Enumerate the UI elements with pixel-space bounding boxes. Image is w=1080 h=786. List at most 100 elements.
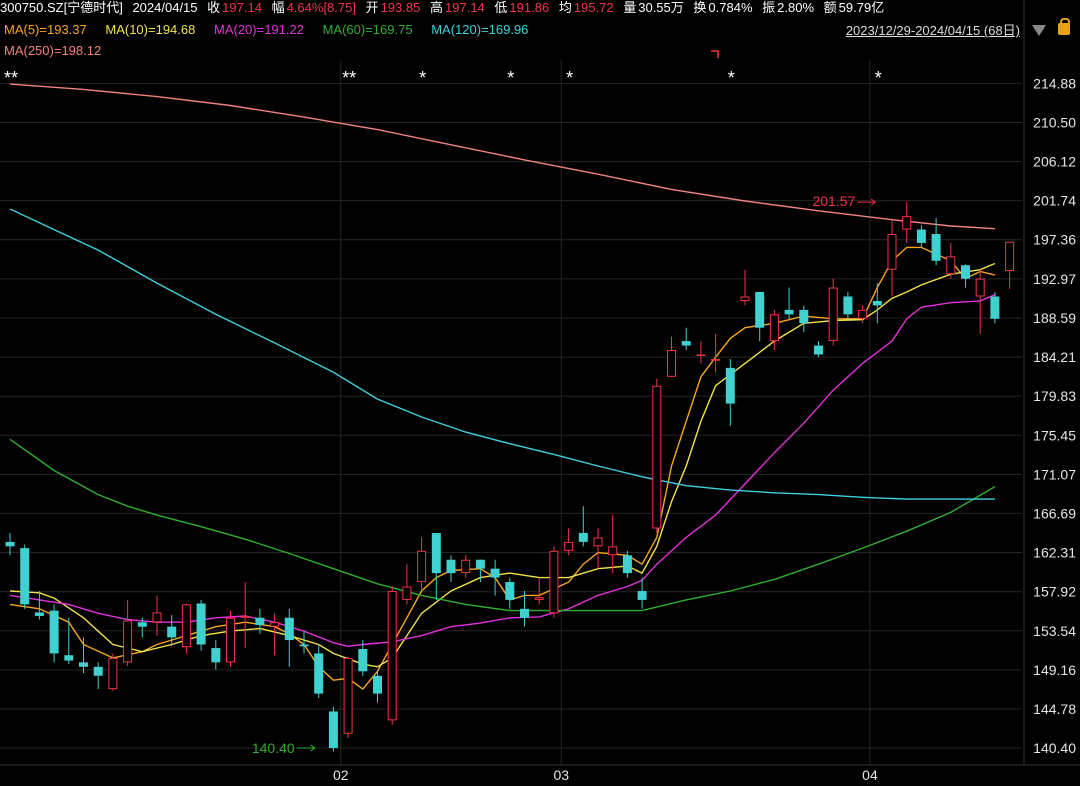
candle[interactable]	[373, 671, 382, 703]
candle[interactable]	[211, 640, 221, 670]
candle[interactable]	[799, 305, 809, 333]
star-marker: *	[507, 68, 514, 88]
candle[interactable]	[946, 242, 956, 279]
candlesticks[interactable]	[5, 201, 1015, 752]
candle[interactable]	[990, 292, 1000, 324]
x-axis: 02 03 04	[333, 767, 878, 783]
candle[interactable]	[578, 506, 588, 547]
candle[interactable]	[887, 220, 897, 297]
candle[interactable]	[167, 615, 177, 647]
candle[interactable]	[593, 528, 603, 569]
candle[interactable]	[725, 358, 735, 426]
candle[interactable]	[828, 278, 838, 346]
candle[interactable]	[137, 617, 147, 638]
candle[interactable]	[681, 327, 691, 351]
candle[interactable]	[740, 269, 750, 306]
candle[interactable]	[872, 283, 882, 324]
ma250-legend[interactable]: MA(250)=198.12	[4, 43, 102, 58]
candle[interactable]	[387, 586, 397, 725]
lock-icon[interactable]	[1058, 18, 1070, 35]
ma120-legend[interactable]: MA(120)=169.96	[431, 22, 529, 37]
candle[interactable]	[505, 577, 515, 609]
candle[interactable]	[784, 287, 794, 319]
y-tick-label: 140.40	[1033, 740, 1076, 756]
candle[interactable]	[284, 608, 294, 667]
candle[interactable]	[255, 608, 265, 634]
candle[interactable]	[152, 595, 162, 636]
candle[interactable]	[564, 528, 574, 556]
candle-body	[255, 617, 265, 625]
candle[interactable]	[358, 640, 368, 676]
candle[interactable]	[916, 225, 926, 248]
candle[interactable]	[652, 378, 662, 533]
candle[interactable]	[240, 582, 250, 649]
ma20-legend[interactable]: MA(20)=191.22	[213, 22, 304, 37]
candle[interactable]	[769, 309, 779, 351]
candle[interactable]	[196, 599, 206, 651]
candle[interactable]	[270, 613, 280, 656]
ma60-legend[interactable]: MA(60)=169.75	[322, 22, 413, 37]
candle[interactable]	[858, 305, 868, 324]
candle[interactable]	[843, 292, 853, 319]
candle[interactable]	[814, 341, 823, 358]
triangle-down-icon[interactable]	[1032, 25, 1046, 36]
candle-body	[49, 610, 59, 654]
candle[interactable]	[49, 604, 59, 663]
candle[interactable]	[402, 564, 412, 605]
candle-body	[402, 586, 412, 600]
candle[interactable]	[123, 599, 133, 666]
candle[interactable]	[755, 292, 765, 342]
candle[interactable]	[520, 590, 529, 627]
candle[interactable]	[181, 603, 191, 654]
candle-body	[461, 559, 471, 574]
candle-body	[637, 590, 647, 600]
star-marker: *	[875, 68, 882, 88]
candle-body	[211, 648, 221, 663]
candle[interactable]	[961, 264, 970, 288]
candle-body	[858, 309, 868, 319]
candle[interactable]	[417, 537, 427, 591]
candle[interactable]	[64, 617, 74, 665]
candle[interactable]	[549, 546, 559, 618]
candle[interactable]	[931, 217, 941, 266]
candle[interactable]	[34, 590, 44, 620]
candle[interactable]	[608, 515, 618, 574]
candle[interactable]	[431, 532, 441, 600]
candle-body	[167, 626, 177, 638]
y-tick-label: 171.07	[1033, 466, 1076, 482]
date-range-selector[interactable]: 2023/12/29-2024/04/15 (68日)	[845, 23, 1020, 38]
candle[interactable]	[696, 341, 706, 364]
candle[interactable]	[711, 333, 721, 373]
candle[interactable]	[534, 577, 544, 605]
candle[interactable]	[5, 532, 15, 556]
candle[interactable]	[490, 559, 500, 596]
candle[interactable]	[667, 336, 676, 377]
candle[interactable]	[93, 662, 103, 690]
candle[interactable]	[1005, 241, 1015, 289]
candle[interactable]	[975, 269, 985, 334]
candle[interactable]	[637, 577, 647, 609]
candle[interactable]	[343, 657, 353, 739]
symbol-name[interactable]: 300750.SZ[宁德时代]	[0, 0, 123, 15]
candle[interactable]	[475, 559, 485, 583]
candle[interactable]	[902, 201, 912, 243]
candle[interactable]	[299, 631, 309, 654]
candle-body	[137, 622, 147, 627]
candle[interactable]	[314, 644, 324, 699]
candle[interactable]	[108, 653, 118, 691]
candle[interactable]	[446, 555, 456, 583]
candle-body	[564, 541, 574, 551]
candle[interactable]	[226, 610, 235, 667]
avg-label: 均	[558, 0, 572, 15]
low-price-label: 140.40	[252, 740, 295, 756]
candle[interactable]	[461, 555, 471, 578]
candle-body	[123, 620, 133, 663]
candle-body	[93, 666, 103, 676]
candle[interactable]	[622, 550, 632, 578]
candle[interactable]	[328, 706, 338, 752]
candle[interactable]	[79, 637, 88, 674]
candle[interactable]	[20, 544, 30, 609]
ma5-legend[interactable]: MA(5)=193.37	[4, 22, 87, 37]
ma10-legend[interactable]: MA(10)=194.68	[105, 22, 196, 37]
